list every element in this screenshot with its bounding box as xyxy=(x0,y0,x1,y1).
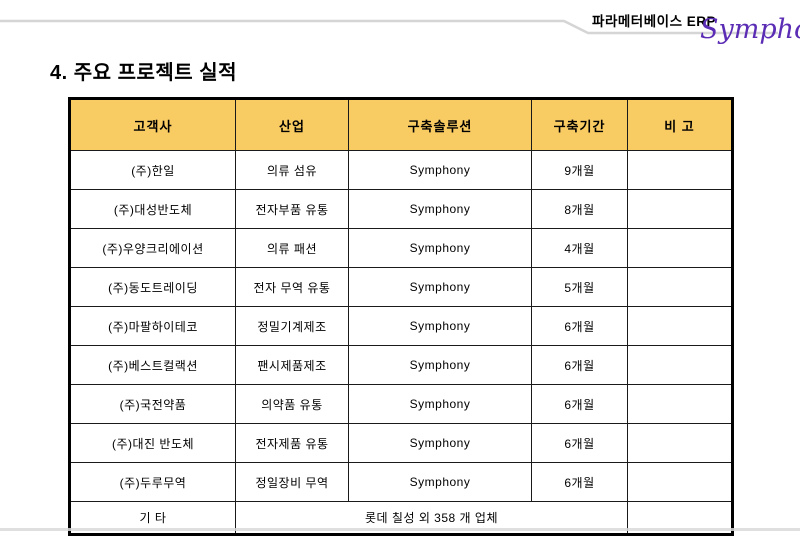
solution-cell: Symphony xyxy=(348,423,532,463)
period-cell: 4개월 xyxy=(531,228,628,268)
solution-cell: Symphony xyxy=(348,150,532,190)
customer-cell: (주)우양크리에이션 xyxy=(69,228,236,268)
col-header-industry: 산업 xyxy=(235,98,349,151)
note-cell xyxy=(627,306,733,346)
industry-cell: 정밀기계제조 xyxy=(235,306,349,346)
customer-cell: (주)대성반도체 xyxy=(69,189,236,229)
period-cell: 6개월 xyxy=(531,345,628,385)
brand-text: 파라메터베이스 ERP xyxy=(592,14,716,29)
industry-cell: 의약품 유통 xyxy=(235,384,349,424)
period-cell: 6개월 xyxy=(531,462,628,502)
table-row: (주)마팔하이테코 정밀기계제조 Symphony 6개월 xyxy=(69,306,733,346)
industry-cell: 전자제품 유통 xyxy=(235,423,349,463)
projects-table: 고객사 산업 구축솔루션 구축기간 비 고 (주)한일 의류 섬유 Sympho… xyxy=(68,97,734,536)
solution-cell: Symphony xyxy=(348,267,532,307)
note-cell xyxy=(627,345,733,385)
projects-table-grid: 고객사 산업 구축솔루션 구축기간 비 고 (주)한일 의류 섬유 Sympho… xyxy=(68,97,734,536)
note-cell xyxy=(627,267,733,307)
header-divider-line xyxy=(0,19,778,35)
solution-cell: Symphony xyxy=(348,384,532,424)
industry-cell: 전자부품 유통 xyxy=(235,189,349,229)
table-header-row: 고객사 산업 구축솔루션 구축기간 비 고 xyxy=(69,98,733,151)
solution-cell: Symphony xyxy=(348,462,532,502)
note-cell xyxy=(627,228,733,268)
table-row: (주)한일 의류 섬유 Symphony 9개월 xyxy=(69,150,733,190)
period-cell: 6개월 xyxy=(531,423,628,463)
period-cell: 8개월 xyxy=(531,189,628,229)
customer-cell: (주)대진 반도체 xyxy=(69,423,236,463)
solution-cell: Symphony xyxy=(348,189,532,229)
solution-cell: Symphony xyxy=(348,306,532,346)
customer-cell: (주)한일 xyxy=(69,150,236,190)
solution-cell: Symphony xyxy=(348,228,532,268)
symphony-logo: Symphony xyxy=(700,14,800,45)
industry-cell: 의류 패션 xyxy=(235,228,349,268)
customer-cell: (주)동도트레이딩 xyxy=(69,267,236,307)
note-cell xyxy=(627,384,733,424)
customer-cell: (주)마팔하이테코 xyxy=(69,306,236,346)
table-row: (주)동도트레이딩 전자 무역 유통 Symphony 5개월 xyxy=(69,267,733,307)
page-title: 4. 주요 프로젝트 실적 xyxy=(50,62,238,84)
customer-cell: (주)베스트컬랙션 xyxy=(69,345,236,385)
col-header-customer: 고객사 xyxy=(69,98,236,151)
industry-cell: 정일장비 무역 xyxy=(235,462,349,502)
table-row: (주)베스트컬랙션 팬시제품제조 Symphony 6개월 xyxy=(69,345,733,385)
period-cell: 6개월 xyxy=(531,306,628,346)
industry-cell: 전자 무역 유통 xyxy=(235,267,349,307)
col-header-period: 구축기간 xyxy=(531,98,628,151)
industry-cell: 팬시제품제조 xyxy=(235,345,349,385)
note-cell xyxy=(627,462,733,502)
note-cell xyxy=(627,150,733,190)
period-cell: 5개월 xyxy=(531,267,628,307)
note-cell xyxy=(627,189,733,229)
solution-cell: Symphony xyxy=(348,345,532,385)
table-row: (주)우양크리에이션 의류 패션 Symphony 4개월 xyxy=(69,228,733,268)
period-cell: 9개월 xyxy=(531,150,628,190)
table-row: (주)대성반도체 전자부품 유통 Symphony 8개월 xyxy=(69,189,733,229)
customer-cell: (주)국전약품 xyxy=(69,384,236,424)
customer-cell: (주)두루무역 xyxy=(69,462,236,502)
col-header-note: 비 고 xyxy=(627,98,733,151)
table-row: (주)국전약품 의약품 유통 Symphony 6개월 xyxy=(69,384,733,424)
table-row: (주)대진 반도체 전자제품 유통 Symphony 6개월 xyxy=(69,423,733,463)
note-cell xyxy=(627,423,733,463)
table-row: (주)두루무역 정일장비 무역 Symphony 6개월 xyxy=(69,462,733,502)
col-header-solution: 구축솔루션 xyxy=(348,98,532,151)
slide-bottom-edge xyxy=(0,528,800,531)
period-cell: 6개월 xyxy=(531,384,628,424)
industry-cell: 의류 섬유 xyxy=(235,150,349,190)
